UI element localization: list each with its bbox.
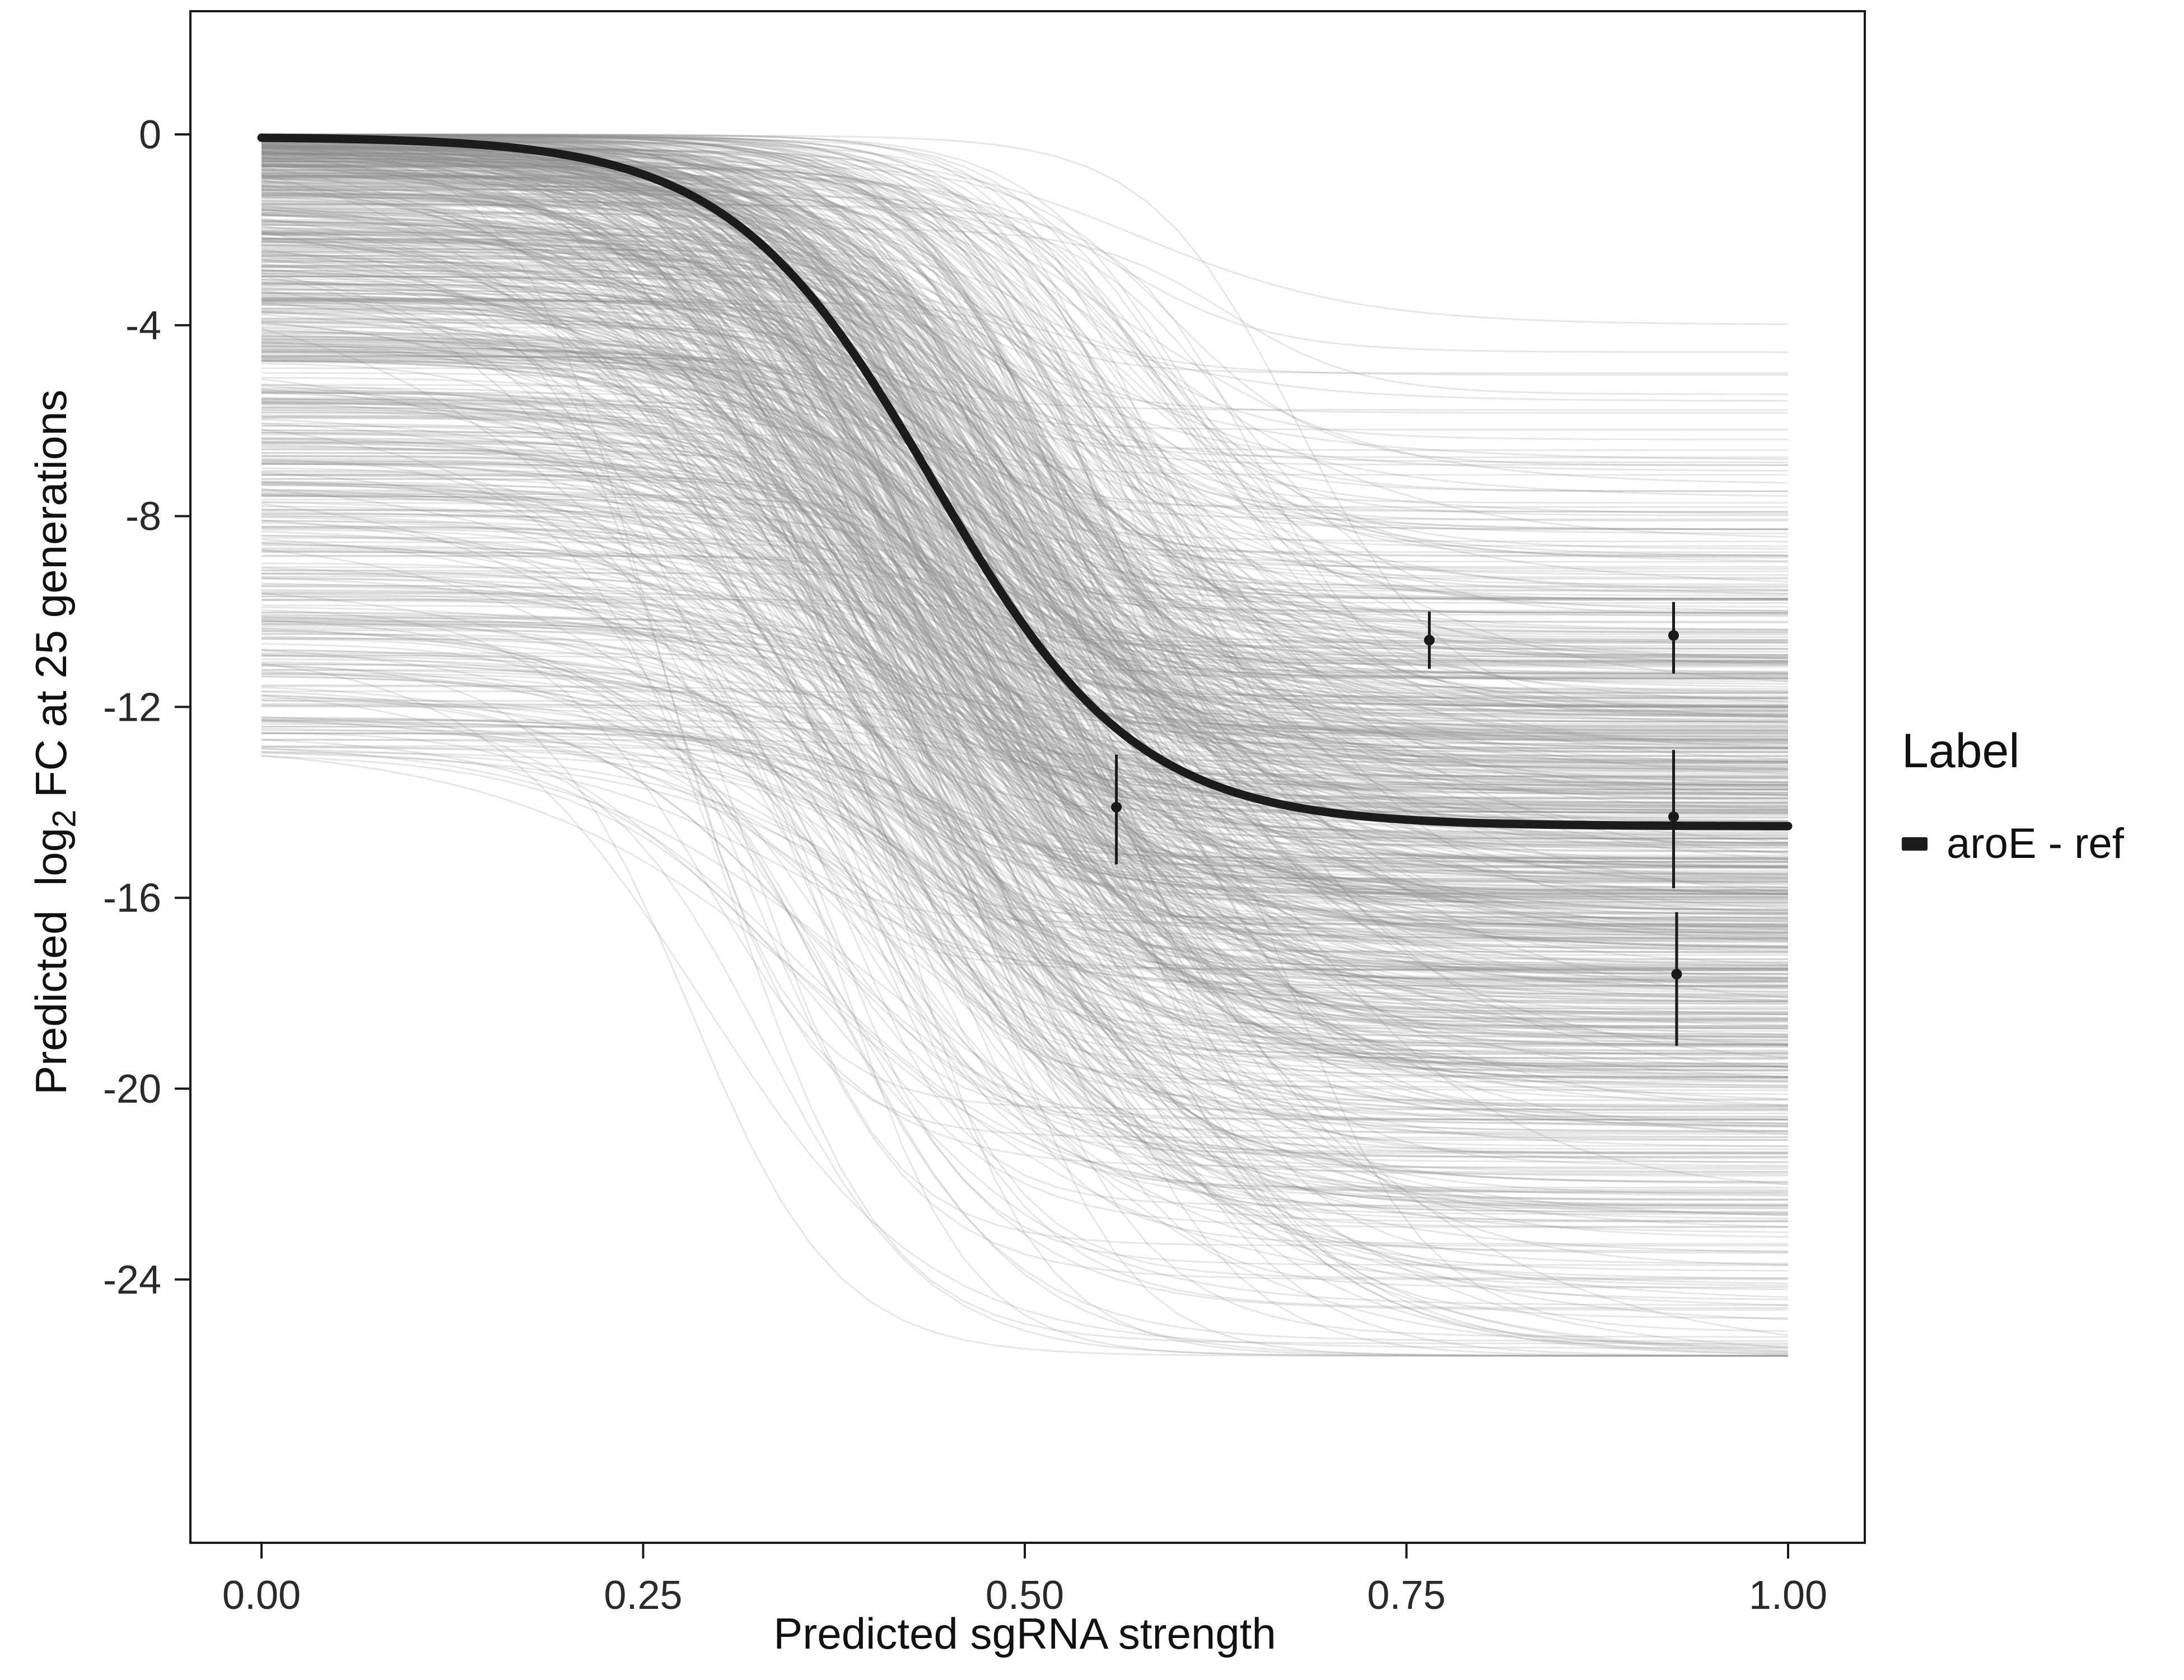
legend-item-label: aroE - ref xyxy=(1947,820,2124,867)
y-tick-label: 0 xyxy=(139,113,161,157)
x-tick-label: 0.50 xyxy=(986,1573,1064,1618)
y-tick-label: -24 xyxy=(103,1258,161,1303)
y-axis-title-suffix: FC at 25 generations xyxy=(26,389,76,810)
y-axis-ticks: 0 -4 -8 -12 -16 -20 -24 xyxy=(103,113,190,1303)
error-point xyxy=(1671,969,1682,980)
legend-key-square xyxy=(1902,837,1928,851)
x-tick-label: 0.00 xyxy=(222,1573,301,1618)
y-axis-title-subscript: 2 xyxy=(46,809,83,828)
error-point xyxy=(1111,801,1122,813)
y-tick-label: -20 xyxy=(103,1067,161,1112)
x-tick-label: 0.25 xyxy=(604,1573,682,1618)
error-point xyxy=(1668,811,1679,822)
legend: Label aroE - ref xyxy=(1902,724,2124,868)
y-tick-label: -8 xyxy=(125,494,161,539)
x-axis-ticks: 0.00 0.25 0.50 0.75 1.00 xyxy=(222,1543,1827,1618)
x-tick-label: 0.75 xyxy=(1367,1573,1445,1618)
legend-item-aroe-ref: aroE - ref xyxy=(1902,819,2124,868)
ensemble-curves xyxy=(261,133,1789,1357)
error-point xyxy=(1668,630,1679,641)
panel-border xyxy=(189,10,1866,1544)
main-curve-aroe-ref xyxy=(257,133,1793,830)
y-axis-title-prefix: Predicted log xyxy=(26,828,76,1095)
x-tick-label: 1.00 xyxy=(1749,1573,1827,1618)
y-axis-title: Predicted log2 FC at 25 generations xyxy=(26,389,83,1095)
error-point xyxy=(1424,634,1435,646)
y-tick-label: -16 xyxy=(103,876,161,921)
y-tick-label: -4 xyxy=(125,304,161,348)
legend-title: Label xyxy=(1902,724,2020,778)
x-axis-title: Predicted sgRNA strength xyxy=(773,1609,1276,1658)
y-tick-label: -12 xyxy=(103,685,161,730)
error-pointranges xyxy=(1111,601,1682,1046)
